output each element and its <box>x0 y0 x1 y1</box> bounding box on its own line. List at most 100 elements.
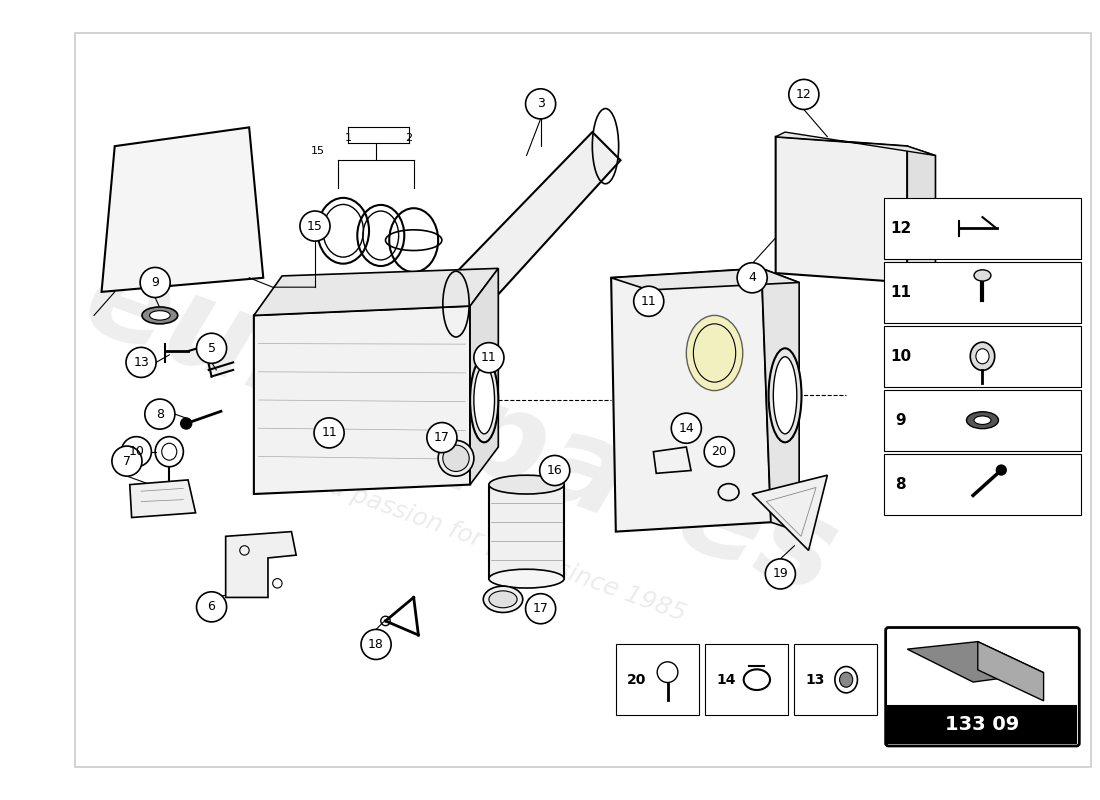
Text: 2: 2 <box>406 134 412 143</box>
Text: 10: 10 <box>129 446 144 458</box>
Circle shape <box>140 267 170 298</box>
Ellipse shape <box>488 475 564 494</box>
Polygon shape <box>254 268 498 315</box>
Polygon shape <box>612 268 800 290</box>
Polygon shape <box>776 137 908 282</box>
Ellipse shape <box>974 416 991 425</box>
Ellipse shape <box>967 412 999 429</box>
Polygon shape <box>442 132 620 320</box>
Polygon shape <box>101 127 263 292</box>
Ellipse shape <box>443 445 470 471</box>
FancyBboxPatch shape <box>886 627 1079 746</box>
Ellipse shape <box>974 270 991 281</box>
Ellipse shape <box>488 591 517 608</box>
Polygon shape <box>978 642 1044 701</box>
FancyBboxPatch shape <box>705 645 788 715</box>
Circle shape <box>704 437 735 466</box>
Circle shape <box>789 79 818 110</box>
Text: 13: 13 <box>805 673 825 686</box>
Circle shape <box>126 347 156 378</box>
Text: 11: 11 <box>321 426 337 439</box>
Text: 9: 9 <box>151 276 160 289</box>
Circle shape <box>112 446 142 476</box>
Circle shape <box>300 211 330 241</box>
FancyBboxPatch shape <box>883 326 1081 387</box>
Text: 8: 8 <box>895 477 906 492</box>
Ellipse shape <box>438 441 474 476</box>
Text: 19: 19 <box>772 567 789 581</box>
Text: 14: 14 <box>679 422 694 434</box>
Ellipse shape <box>483 586 522 613</box>
Text: 17: 17 <box>532 602 549 615</box>
Polygon shape <box>908 642 1044 682</box>
Ellipse shape <box>150 310 170 320</box>
Polygon shape <box>130 480 196 518</box>
Text: 18: 18 <box>368 638 384 651</box>
Text: 3: 3 <box>537 98 544 110</box>
Text: a passion for parts since 1985: a passion for parts since 1985 <box>326 474 690 626</box>
Ellipse shape <box>488 570 564 588</box>
Polygon shape <box>254 306 470 494</box>
Circle shape <box>361 630 392 659</box>
Text: 12: 12 <box>890 221 911 236</box>
Ellipse shape <box>839 672 853 687</box>
Circle shape <box>526 89 556 119</box>
Circle shape <box>314 418 344 448</box>
Circle shape <box>145 399 175 429</box>
Text: 11: 11 <box>641 294 657 308</box>
Text: 20: 20 <box>712 446 727 458</box>
Text: 15: 15 <box>310 146 324 155</box>
Circle shape <box>671 413 702 443</box>
Polygon shape <box>776 132 935 155</box>
Circle shape <box>766 559 795 589</box>
Text: 11: 11 <box>481 351 497 364</box>
Ellipse shape <box>474 366 495 434</box>
Polygon shape <box>761 268 800 532</box>
Text: 12: 12 <box>796 88 812 101</box>
Circle shape <box>197 592 227 622</box>
Text: 15: 15 <box>307 219 323 233</box>
Circle shape <box>996 465 1006 476</box>
Ellipse shape <box>142 307 178 324</box>
Circle shape <box>180 418 191 429</box>
Text: 1: 1 <box>344 134 351 143</box>
Ellipse shape <box>470 358 498 442</box>
Polygon shape <box>470 268 498 485</box>
Text: 6: 6 <box>208 600 216 614</box>
Text: 10: 10 <box>890 349 911 364</box>
Text: 13: 13 <box>133 356 148 369</box>
Circle shape <box>197 334 227 363</box>
Text: 7: 7 <box>123 454 131 468</box>
Polygon shape <box>488 485 564 578</box>
Text: 9: 9 <box>895 413 906 428</box>
Text: 4: 4 <box>748 271 756 284</box>
Ellipse shape <box>769 348 802 442</box>
Circle shape <box>634 286 663 316</box>
Text: 16: 16 <box>547 464 562 477</box>
FancyBboxPatch shape <box>883 262 1081 323</box>
Polygon shape <box>612 268 771 532</box>
Text: 133 09: 133 09 <box>945 715 1020 734</box>
Text: 17: 17 <box>434 431 450 444</box>
Text: 14: 14 <box>716 673 736 686</box>
Polygon shape <box>908 146 935 287</box>
Text: 5: 5 <box>208 342 216 354</box>
Ellipse shape <box>976 349 989 364</box>
Circle shape <box>737 262 767 293</box>
Circle shape <box>427 422 456 453</box>
Text: 20: 20 <box>627 673 647 686</box>
FancyBboxPatch shape <box>883 390 1081 450</box>
FancyBboxPatch shape <box>883 454 1081 514</box>
Polygon shape <box>226 532 296 598</box>
Ellipse shape <box>686 315 742 390</box>
FancyBboxPatch shape <box>889 706 1077 743</box>
Text: 11: 11 <box>890 285 911 300</box>
Ellipse shape <box>970 342 994 370</box>
Circle shape <box>121 437 152 466</box>
Circle shape <box>540 455 570 486</box>
Ellipse shape <box>773 357 796 434</box>
Circle shape <box>474 342 504 373</box>
FancyBboxPatch shape <box>794 645 877 715</box>
Polygon shape <box>752 475 827 550</box>
Circle shape <box>526 594 556 624</box>
